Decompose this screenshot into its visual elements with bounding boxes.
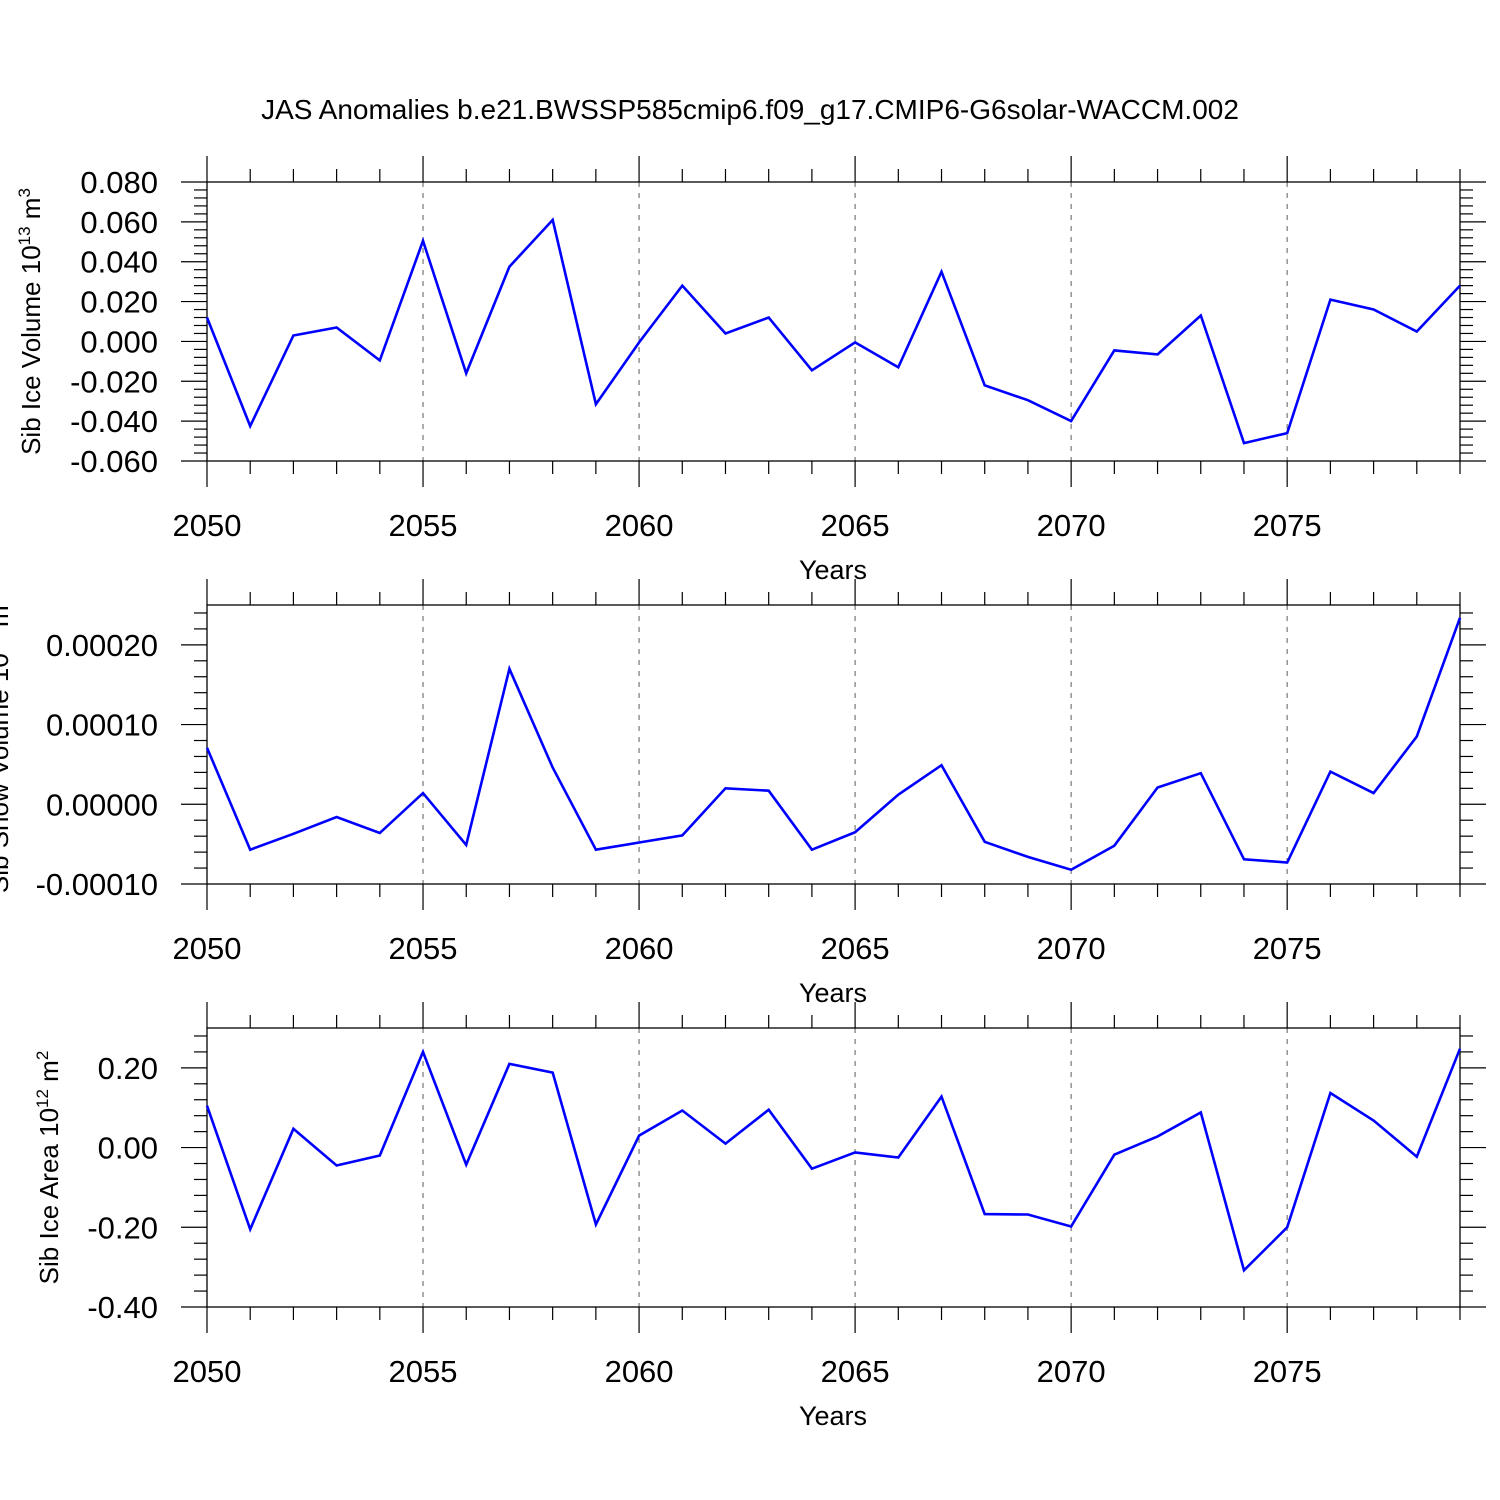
chart-title: JAS Anomalies b.e21.BWSSP585cmip6.f09_g1… bbox=[261, 94, 1239, 125]
series-line bbox=[205, 1048, 1462, 1273]
y-tick-label: 0.060 bbox=[80, 205, 158, 240]
y-tick-label: 0.00 bbox=[98, 1131, 158, 1166]
x-axis-label: Years bbox=[799, 1401, 867, 1431]
plot-frame bbox=[206, 604, 1461, 885]
panel-1: -0.060 -0.040 -0.020 0.000 0.020 0.040 0.060 0.… bbox=[15, 156, 1486, 585]
y-tick-label: 0.00010 bbox=[46, 708, 158, 743]
x-tick-label: 2050 bbox=[173, 1354, 242, 1389]
y-axis-label-unit: m bbox=[0, 605, 14, 634]
x-tick-label: 2075 bbox=[1253, 508, 1322, 543]
y-axis-label-main: Sib Ice Area 10 bbox=[34, 1108, 64, 1284]
y-axis-label-main: Sib Ice Volume 10 bbox=[16, 245, 46, 455]
y-tick-label: -0.40 bbox=[87, 1290, 158, 1325]
y-axis-label-unit: m bbox=[34, 1060, 64, 1089]
x-tick-label: 2070 bbox=[1037, 931, 1106, 966]
y-axis-label: Sib Ice Volume 1013 m3 bbox=[15, 188, 46, 455]
y-axis-label-unit: m bbox=[16, 198, 46, 227]
panel-2: -0.00010 0.00000 0.00010 0.00020 2050 2055 206… bbox=[0, 579, 1486, 1008]
y-tick-label: -0.20 bbox=[87, 1210, 158, 1245]
x-axis-label: Years bbox=[799, 978, 867, 1008]
y-axis-label-exponent: 13 bbox=[0, 634, 2, 653]
x-tick-label: 2060 bbox=[605, 931, 674, 966]
y-tick-label: 0.040 bbox=[80, 245, 158, 280]
x-tick-label: 2075 bbox=[1253, 931, 1322, 966]
x-tick-label: 2050 bbox=[173, 931, 242, 966]
y-tick-label: 0.080 bbox=[80, 165, 158, 200]
x-tick-label: 2065 bbox=[821, 508, 890, 543]
plot-frame bbox=[206, 181, 1461, 462]
y-tick-label: 0.00000 bbox=[46, 787, 158, 822]
x-tick-label: 2070 bbox=[1037, 508, 1106, 543]
x-tick-label: 2060 bbox=[605, 1354, 674, 1389]
x-tick-label: 2070 bbox=[1037, 1354, 1106, 1389]
y-axis-label-unit-exponent: 3 bbox=[15, 188, 34, 197]
x-tick-label: 2055 bbox=[389, 931, 458, 966]
x-tick-label: 2055 bbox=[389, 508, 458, 543]
panels-group: -0.060 -0.040 -0.020 0.000 0.020 0.040 0.060 0.… bbox=[0, 156, 1486, 1431]
x-tick-label: 2065 bbox=[821, 1354, 890, 1389]
series-line bbox=[205, 217, 1461, 445]
x-tick-label: 2060 bbox=[605, 508, 674, 543]
y-tick-label: 0.20 bbox=[98, 1051, 158, 1086]
x-tick-label: 2065 bbox=[821, 931, 890, 966]
y-tick-label: 0.020 bbox=[80, 285, 158, 320]
x-tick-label: 2050 bbox=[173, 508, 242, 543]
y-tick-label: -0.060 bbox=[70, 444, 158, 479]
y-axis-label-exponent: 12 bbox=[33, 1089, 52, 1108]
y-tick-label: -0.00010 bbox=[36, 867, 158, 902]
series-line bbox=[205, 617, 1462, 872]
x-tick-label: 2055 bbox=[389, 1354, 458, 1389]
y-axis-label-exponent: 13 bbox=[15, 226, 34, 245]
y-axis-label: Sib Snow Volume 1013 m3 bbox=[0, 596, 14, 893]
y-tick-label: 0.000 bbox=[80, 324, 158, 359]
y-axis-label-unit-exponent: 2 bbox=[33, 1051, 52, 1060]
y-axis-label-main: Sib Snow Volume 10 bbox=[0, 653, 14, 893]
plot-frame bbox=[206, 1027, 1461, 1308]
y-axis-label-unit-exponent: 3 bbox=[0, 596, 2, 605]
y-tick-label: -0.040 bbox=[70, 404, 158, 439]
y-tick-label: 0.00020 bbox=[46, 628, 158, 663]
y-tick-label: -0.020 bbox=[70, 364, 158, 399]
x-tick-label: 2075 bbox=[1253, 1354, 1322, 1389]
y-axis-label: Sib Ice Area 1012 m2 bbox=[33, 1051, 64, 1285]
x-axis-label: Years bbox=[799, 555, 867, 585]
panel-3: -0.40 -0.20 0.00 0.20 2050 2055 2060 2065 2070 20… bbox=[33, 1002, 1486, 1431]
